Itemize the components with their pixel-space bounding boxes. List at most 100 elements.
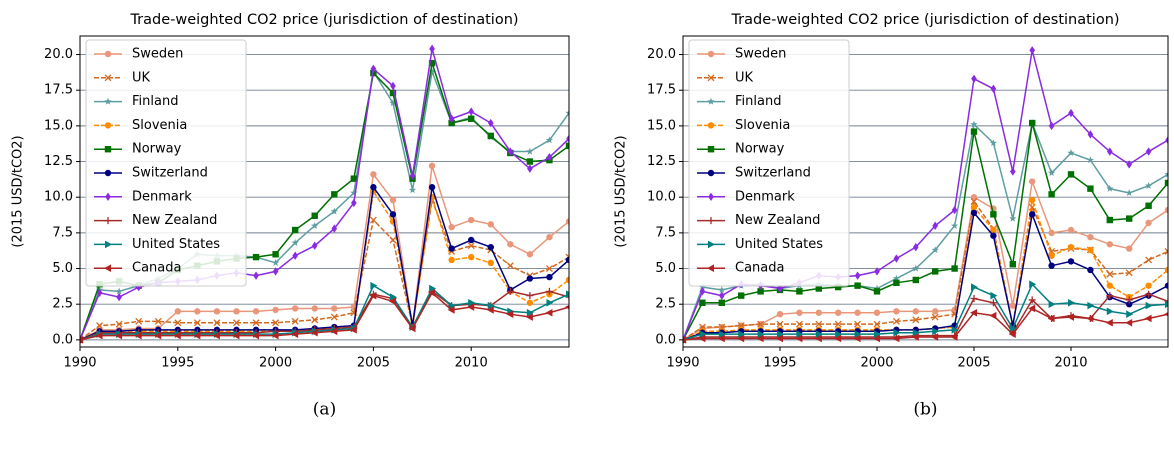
marker [757,320,765,328]
marker [931,246,939,254]
marker [526,275,534,282]
marker [546,298,554,307]
marker [193,319,201,327]
legend-label: Norway [735,142,785,157]
marker [1010,167,1016,176]
legend-label: Switzerland [735,166,811,181]
marker [213,308,221,315]
marker [854,320,862,328]
marker [718,330,726,338]
y-tick-label: 5.0 [655,261,676,276]
marker [546,273,553,281]
marker [1165,300,1168,309]
marker [1164,206,1168,214]
marker [468,115,475,122]
marker [1087,130,1094,139]
legend-marker [708,192,714,201]
legend-label: Slovenia [735,118,790,133]
marker [1145,147,1152,156]
marker [970,203,978,211]
marker [1105,318,1113,327]
marker [738,292,745,299]
marker [252,253,260,261]
marker [951,205,958,215]
marker [271,259,280,266]
marker [777,284,783,293]
marker [369,216,377,224]
marker [408,186,417,194]
marker [330,313,338,321]
legend-label: Finland [132,94,178,109]
marker [873,288,881,295]
marker [291,330,299,338]
marker [990,291,998,300]
x-tick-label: 1995 [161,356,194,371]
marker [1145,282,1152,289]
marker [233,319,240,327]
marker [699,330,707,338]
marker [835,330,843,338]
legend-label: Denmark [735,189,795,204]
legend-label: New Zealand [132,213,217,228]
y-tick-label: 12.5 [44,154,73,169]
marker [115,320,123,328]
marker [757,288,764,295]
marker [331,305,338,312]
legend-label: Denmark [132,189,192,204]
marker [1067,171,1075,178]
marker [1144,314,1152,323]
marker [526,158,534,165]
marker [1067,149,1075,157]
marker [1028,304,1036,313]
marker [873,309,881,316]
marker [1029,46,1035,55]
marker [892,334,900,343]
marker [1048,252,1055,259]
marker [777,330,784,338]
marker [853,334,861,343]
marker [912,264,920,272]
marker [1125,318,1133,327]
series-line [683,199,1168,341]
marker [428,162,436,170]
marker [272,251,279,258]
series-line [683,293,1168,341]
marker [834,334,842,343]
marker [912,276,919,284]
legend-marker [104,74,112,82]
marker [526,308,534,317]
marker [1087,233,1094,241]
marker [893,308,900,315]
plot-frame [79,35,570,348]
marker [487,243,494,251]
marker [893,254,900,263]
marker [931,333,939,341]
marker [990,84,997,93]
legend-marker [707,122,715,129]
marker [468,298,476,307]
y-tick-label: 5.0 [52,261,73,276]
marker [1048,229,1055,237]
marker [134,331,142,340]
marker [448,245,455,252]
marker [213,319,221,327]
marker [873,320,881,328]
marker [468,216,475,224]
marker [1068,298,1075,307]
marker [115,287,123,295]
marker [1029,280,1037,289]
marker [1067,313,1074,321]
marker [912,328,920,337]
marker [468,107,474,116]
legend-marker [707,264,714,272]
marker [506,310,514,318]
marker [1106,292,1114,300]
marker [1125,269,1133,277]
marker [1087,246,1094,254]
marker [507,147,514,156]
marker [834,320,842,328]
marker [1107,147,1113,156]
marker [525,313,533,321]
marker [1144,181,1153,189]
marker [310,328,318,337]
